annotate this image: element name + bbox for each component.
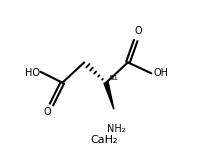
Text: CaH₂: CaH₂ [91, 135, 118, 145]
Text: O: O [44, 107, 51, 117]
Text: HO: HO [25, 68, 40, 78]
Text: NH₂: NH₂ [107, 124, 126, 134]
Text: &1: &1 [108, 75, 119, 81]
Polygon shape [104, 82, 114, 109]
Text: OH: OH [154, 68, 169, 78]
Text: O: O [134, 26, 142, 36]
